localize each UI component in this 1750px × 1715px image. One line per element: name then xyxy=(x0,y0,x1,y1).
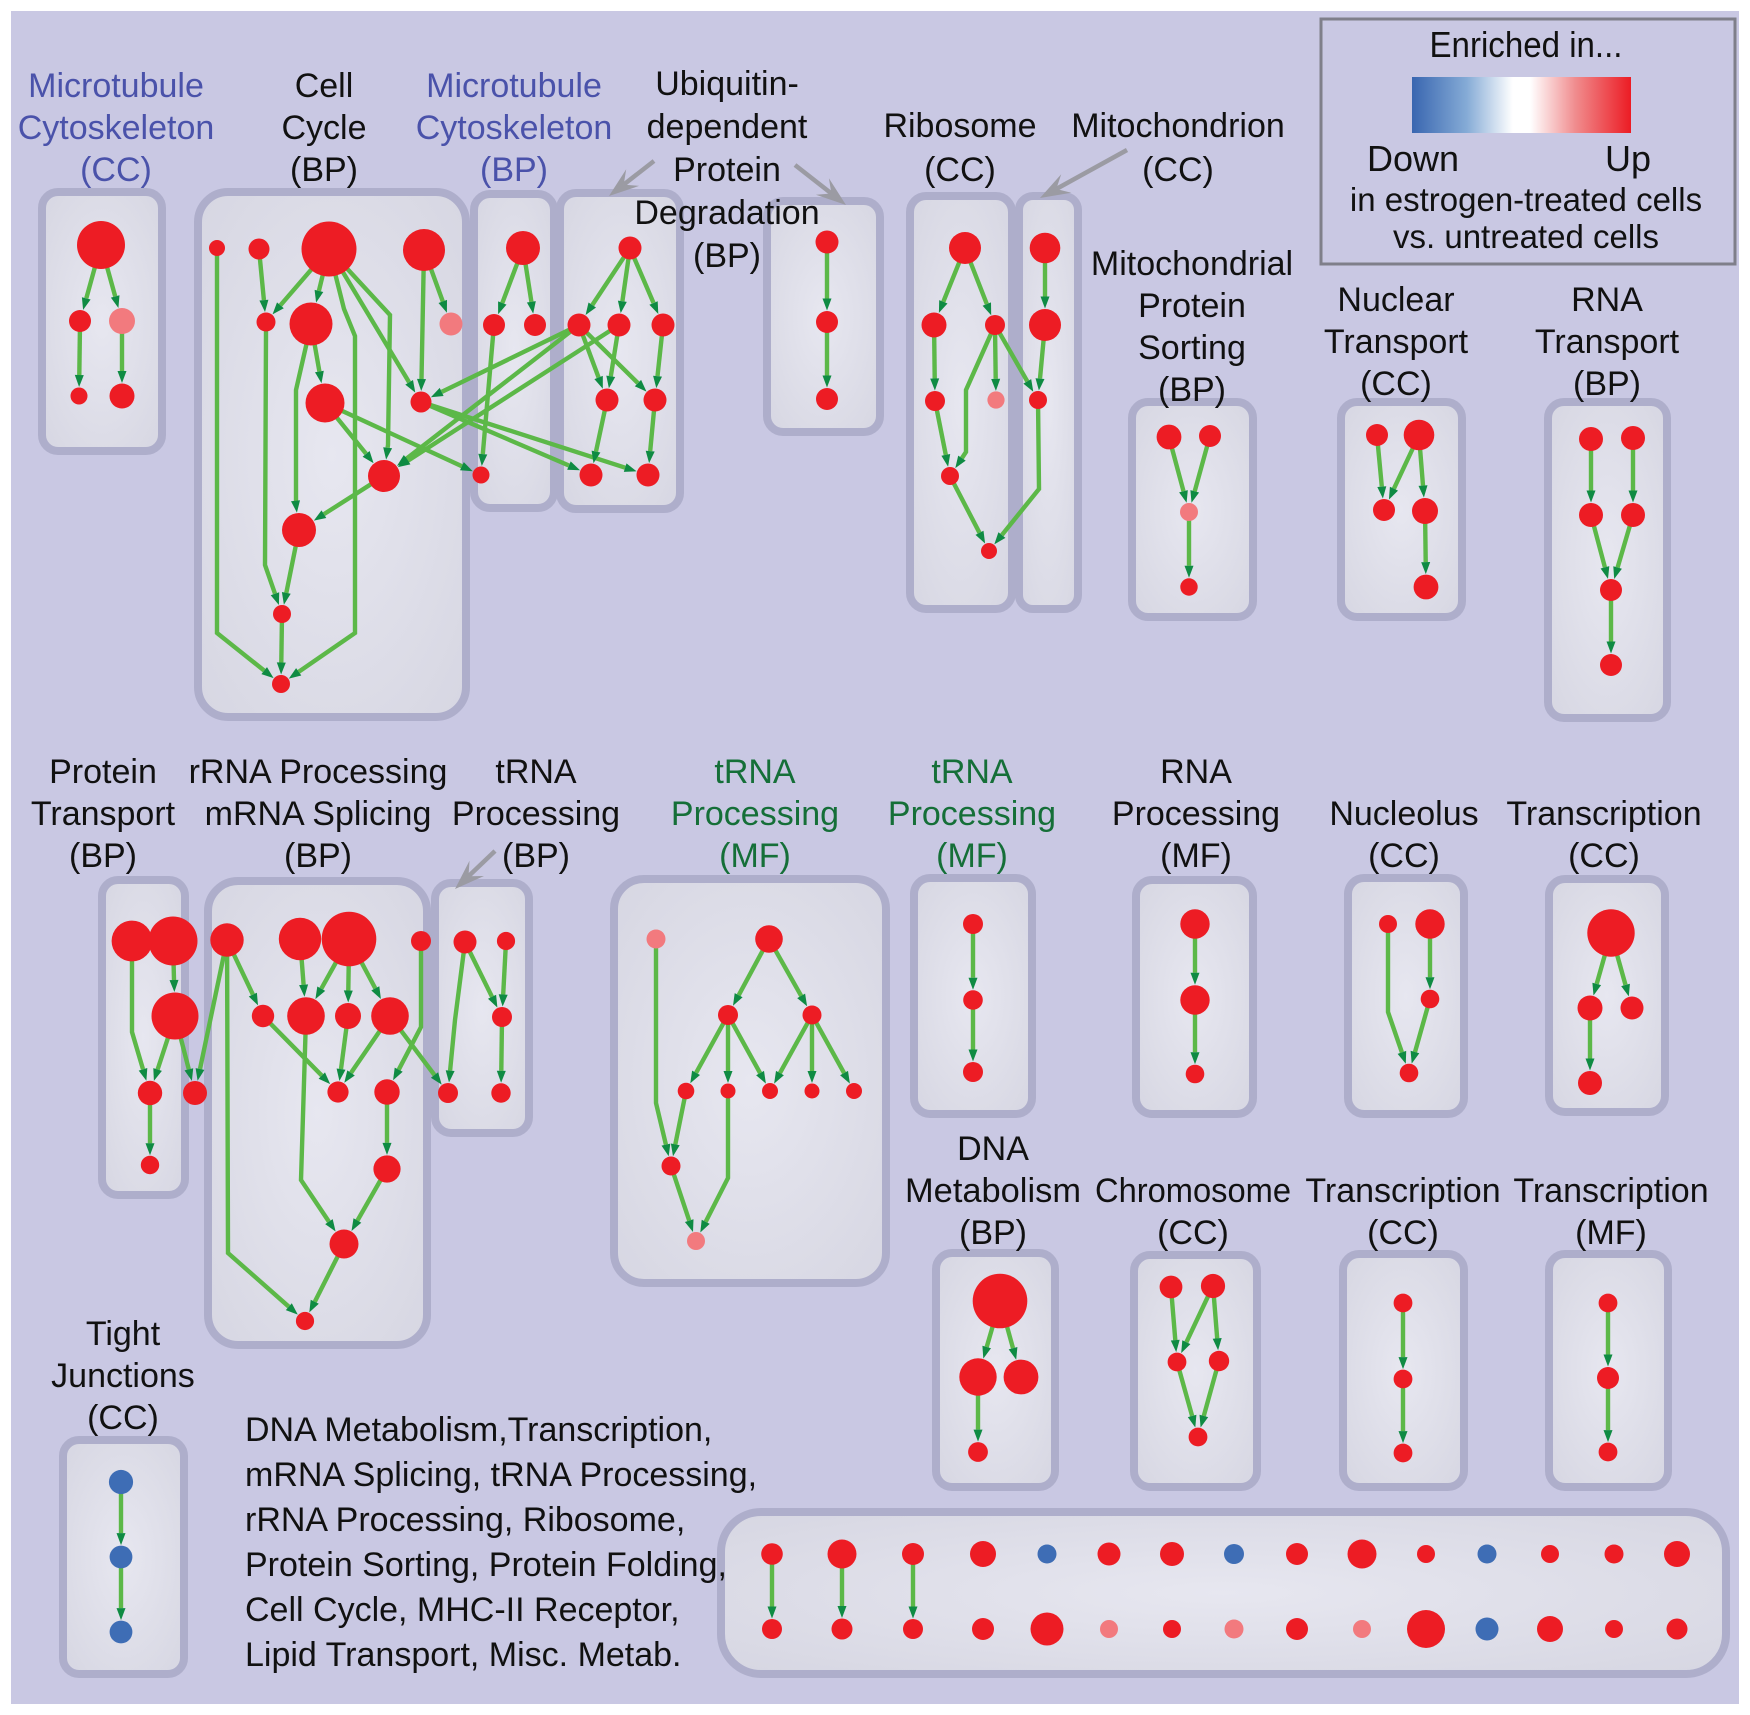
svg-text:(CC): (CC) xyxy=(1142,151,1214,189)
svg-text:(CC): (CC) xyxy=(1568,837,1640,875)
svg-text:Cycle: Cycle xyxy=(281,109,366,147)
svg-text:tRNA: tRNA xyxy=(931,753,1013,791)
svg-text:(CC): (CC) xyxy=(1368,837,1440,875)
svg-text:Cell: Cell xyxy=(295,67,354,105)
svg-text:Mitochondrial: Mitochondrial xyxy=(1091,245,1293,283)
svg-text:(BP): (BP) xyxy=(502,837,570,875)
svg-text:(BP): (BP) xyxy=(480,151,548,189)
svg-text:(MF): (MF) xyxy=(1160,837,1232,875)
svg-text:(CC): (CC) xyxy=(87,1399,159,1437)
svg-text:RNA: RNA xyxy=(1160,753,1232,791)
svg-text:(MF): (MF) xyxy=(719,837,791,875)
svg-text:rRNA Processing, Ribosome,: rRNA Processing, Ribosome, xyxy=(245,1501,685,1539)
svg-text:(BP): (BP) xyxy=(1158,371,1226,409)
svg-text:in estrogen-treated cells: in estrogen-treated cells xyxy=(1350,181,1702,218)
svg-text:Protein: Protein xyxy=(1138,287,1246,325)
svg-text:(BP): (BP) xyxy=(290,151,358,189)
svg-text:(MF): (MF) xyxy=(1575,1214,1647,1252)
svg-text:DNA Metabolism,Transcription,: DNA Metabolism,Transcription, xyxy=(245,1411,712,1449)
svg-text:Processing: Processing xyxy=(1112,795,1280,833)
svg-text:Transport: Transport xyxy=(31,795,176,833)
svg-text:Protein: Protein xyxy=(49,753,157,791)
svg-text:(BP): (BP) xyxy=(1573,365,1641,403)
svg-text:(CC): (CC) xyxy=(80,151,152,189)
svg-text:Tight: Tight xyxy=(86,1315,161,1353)
svg-text:(BP): (BP) xyxy=(69,837,137,875)
svg-text:(BP): (BP) xyxy=(693,237,761,275)
svg-text:(CC): (CC) xyxy=(1367,1214,1439,1252)
svg-text:Processing: Processing xyxy=(888,795,1056,833)
svg-text:(CC): (CC) xyxy=(924,151,996,189)
svg-text:Transport: Transport xyxy=(1324,323,1469,361)
svg-text:RNA: RNA xyxy=(1571,281,1643,319)
svg-text:Nucleolus: Nucleolus xyxy=(1329,795,1478,833)
svg-text:Cell Cycle, MHC-II Receptor,: Cell Cycle, MHC-II Receptor, xyxy=(245,1591,680,1629)
svg-text:DNA: DNA xyxy=(957,1130,1029,1168)
svg-text:Microtubule: Microtubule xyxy=(426,67,602,105)
svg-text:Up: Up xyxy=(1605,138,1651,179)
svg-text:(BP): (BP) xyxy=(959,1214,1027,1252)
svg-text:mRNA Splicing, tRNA Processing: mRNA Splicing, tRNA Processing, xyxy=(245,1456,757,1494)
svg-text:Transcription: Transcription xyxy=(1513,1172,1708,1210)
svg-text:Nuclear: Nuclear xyxy=(1337,281,1454,319)
svg-text:Ribosome: Ribosome xyxy=(883,107,1036,145)
svg-text:Microtubule: Microtubule xyxy=(28,67,204,105)
svg-text:Processing: Processing xyxy=(671,795,839,833)
svg-text:vs. untreated cells: vs. untreated cells xyxy=(1393,218,1659,255)
svg-text:(MF): (MF) xyxy=(936,837,1008,875)
svg-text:tRNA: tRNA xyxy=(495,753,577,791)
svg-text:mRNA Splicing: mRNA Splicing xyxy=(205,795,432,833)
svg-text:(BP): (BP) xyxy=(284,837,352,875)
svg-text:Transcription: Transcription xyxy=(1506,795,1701,833)
svg-text:Down: Down xyxy=(1367,138,1459,179)
svg-text:Processing: Processing xyxy=(452,795,620,833)
svg-text:Cytoskeleton: Cytoskeleton xyxy=(416,109,613,147)
svg-text:Protein: Protein xyxy=(673,151,781,189)
svg-text:(CC): (CC) xyxy=(1360,365,1432,403)
svg-text:Degradation: Degradation xyxy=(634,194,819,232)
svg-text:rRNA Processing: rRNA Processing xyxy=(189,753,448,791)
svg-text:Junctions: Junctions xyxy=(51,1357,195,1395)
svg-text:Metabolism: Metabolism xyxy=(905,1172,1081,1210)
svg-text:Sorting: Sorting xyxy=(1138,329,1246,367)
svg-text:tRNA: tRNA xyxy=(714,753,796,791)
svg-text:Mitochondrion: Mitochondrion xyxy=(1071,107,1285,145)
svg-text:Transport: Transport xyxy=(1535,323,1680,361)
svg-text:Lipid Transport, Misc. Metab.: Lipid Transport, Misc. Metab. xyxy=(245,1636,682,1674)
svg-text:Chromosome: Chromosome xyxy=(1095,1172,1291,1210)
svg-text:dependent: dependent xyxy=(647,108,808,146)
svg-text:Protein Sorting, Protein Foldi: Protein Sorting, Protein Folding, xyxy=(245,1546,727,1584)
svg-text:Ubiquitin-: Ubiquitin- xyxy=(655,65,799,103)
svg-text:Cytoskeleton: Cytoskeleton xyxy=(18,109,215,147)
svg-text:Enriched in...: Enriched in... xyxy=(1430,24,1623,65)
svg-text:(CC): (CC) xyxy=(1157,1214,1229,1252)
svg-text:Transcription: Transcription xyxy=(1305,1172,1500,1210)
